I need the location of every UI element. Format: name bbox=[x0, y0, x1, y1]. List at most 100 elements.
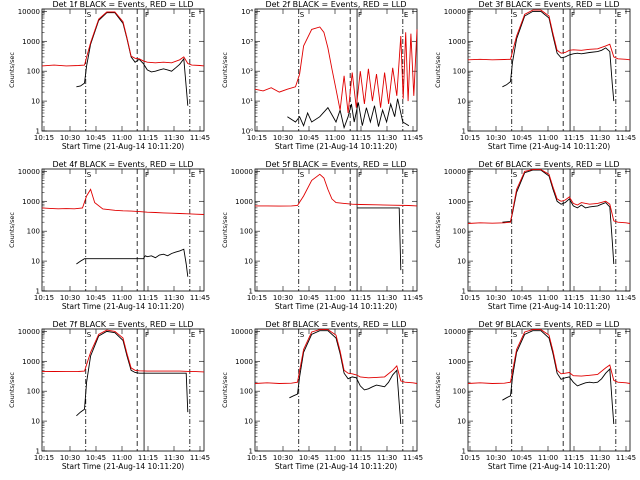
x-axis-label: Start Time (21-Aug-14 10:11:20) bbox=[275, 142, 397, 151]
series-line-events bbox=[502, 330, 615, 425]
y-axis-label: Counts/sec bbox=[434, 52, 442, 88]
plot-frame bbox=[467, 328, 631, 452]
x-tick-label: 10:45 bbox=[512, 294, 532, 302]
plot-frame bbox=[254, 168, 418, 292]
x-tick-label: 11:30 bbox=[377, 294, 397, 302]
plot-frame bbox=[41, 8, 205, 132]
y-tick-label: 1000 bbox=[22, 38, 40, 46]
marker-label: F bbox=[145, 171, 149, 179]
series-line-lld bbox=[41, 188, 205, 215]
series-line-lld bbox=[255, 173, 418, 207]
series-line-events bbox=[357, 207, 402, 271]
series-line-events bbox=[76, 248, 189, 277]
x-tick-label: 11:30 bbox=[590, 454, 610, 462]
y-tick-label: 10¹ bbox=[241, 98, 253, 106]
x-tick-label: 11:00 bbox=[325, 294, 345, 302]
y-tick-label: 10⁰ bbox=[241, 128, 253, 136]
x-tick-label: 10:15 bbox=[34, 294, 54, 302]
x-tick-label: 11:15 bbox=[351, 454, 371, 462]
marker-label: F bbox=[571, 171, 575, 179]
y-tick-label: 10⁴ bbox=[241, 8, 253, 16]
panel-title: Det 6f BLACK = Events, RED = LLD bbox=[478, 160, 619, 169]
series-line-lld bbox=[254, 329, 418, 384]
y-tick-label: 100 bbox=[240, 388, 253, 396]
y-tick-label: 1000 bbox=[22, 358, 40, 366]
marker-label: F bbox=[145, 11, 149, 19]
x-tick-label: 10:15 bbox=[34, 454, 54, 462]
x-tick-label: 10:15 bbox=[460, 294, 480, 302]
y-tick-label: 10000 bbox=[231, 328, 253, 336]
series-line-events bbox=[76, 12, 189, 106]
marker-label: S bbox=[87, 171, 92, 179]
y-axis-label: Counts/sec bbox=[434, 212, 442, 248]
x-tick-label: 10:30 bbox=[60, 454, 80, 462]
x-tick-label: 10:30 bbox=[486, 134, 506, 142]
series-line-lld bbox=[467, 329, 631, 384]
x-tick-label: 11:30 bbox=[377, 454, 397, 462]
x-tick-label: 10:45 bbox=[512, 454, 532, 462]
marker-label: S bbox=[87, 331, 92, 339]
y-tick-label: 1000 bbox=[448, 358, 466, 366]
y-tick-label: 100 bbox=[27, 68, 40, 76]
y-axis-label: Counts/sec bbox=[221, 212, 229, 248]
x-tick-label: 11:00 bbox=[538, 294, 558, 302]
x-axis-label: Start Time (21-Aug-14 10:11:20) bbox=[275, 462, 397, 471]
marker-label: S bbox=[513, 11, 518, 19]
x-tick-label: 10:45 bbox=[86, 134, 106, 142]
x-tick-label: 10:30 bbox=[486, 294, 506, 302]
detector-panel-3: Det 3f BLACK = Events, RED = LLD 1 10 100 10… bbox=[434, 0, 636, 151]
marker-label: S bbox=[300, 171, 305, 179]
detector-panel-7: Det 7f BLACK = Events, RED = LLD 1 10 100 10… bbox=[8, 320, 210, 471]
y-axis-label: Counts/sec bbox=[8, 52, 16, 88]
y-tick-label: 10000 bbox=[231, 168, 253, 176]
plot-frame bbox=[41, 328, 205, 452]
x-tick-label: 11:45 bbox=[616, 294, 636, 302]
y-tick-label: 100 bbox=[453, 228, 466, 236]
marker-label: S bbox=[87, 11, 92, 19]
series-line-lld bbox=[467, 9, 631, 61]
series-line-lld bbox=[41, 11, 205, 67]
detector-panel-2: Det 2f BLACK = Events, RED = LLD 10⁰ 10¹ 10… bbox=[221, 0, 423, 151]
x-tick-label: 10:15 bbox=[247, 134, 267, 142]
detector-panel-6: Det 6f BLACK = Events, RED = LLD 1 10 100 10… bbox=[434, 160, 636, 311]
y-tick-label: 10² bbox=[241, 68, 253, 76]
x-tick-label: 10:30 bbox=[273, 294, 293, 302]
x-tick-label: 11:15 bbox=[351, 134, 371, 142]
plot-frame bbox=[254, 8, 418, 132]
x-tick-label: 11:45 bbox=[403, 454, 423, 462]
series-line-events bbox=[502, 169, 615, 265]
x-axis-label: Start Time (21-Aug-14 10:11:20) bbox=[488, 302, 610, 311]
x-tick-label: 11:30 bbox=[590, 294, 610, 302]
y-tick-label: 1 bbox=[462, 288, 466, 296]
x-tick-label: 11:45 bbox=[190, 294, 210, 302]
series-line-events bbox=[287, 98, 410, 130]
x-tick-label: 11:00 bbox=[325, 454, 345, 462]
y-tick-label: 1 bbox=[36, 288, 40, 296]
marker-label: S bbox=[513, 331, 518, 339]
marker-label: F bbox=[358, 171, 362, 179]
plot-frame bbox=[467, 8, 631, 132]
x-tick-label: 11:30 bbox=[377, 134, 397, 142]
detector-panel-1: Det 1f BLACK = Events, RED = LLD 1 10 100 10… bbox=[8, 0, 210, 151]
x-axis-label: Start Time (21-Aug-14 10:11:20) bbox=[488, 142, 610, 151]
x-tick-label: 11:15 bbox=[564, 134, 584, 142]
panel-title: Det 9f BLACK = Events, RED = LLD bbox=[478, 320, 619, 329]
series-line-lld bbox=[254, 26, 418, 114]
y-tick-label: 1000 bbox=[448, 38, 466, 46]
y-axis-label: Counts/sec bbox=[8, 212, 16, 248]
panel-title: Det 2f BLACK = Events, RED = LLD bbox=[265, 0, 406, 9]
y-tick-label: 1 bbox=[249, 448, 253, 456]
y-tick-label: 1 bbox=[249, 288, 253, 296]
y-tick-label: 10 bbox=[31, 258, 40, 266]
x-tick-label: 10:30 bbox=[60, 294, 80, 302]
y-tick-label: 10000 bbox=[18, 8, 40, 16]
x-axis-label: Start Time (21-Aug-14 10:11:20) bbox=[488, 462, 610, 471]
x-tick-label: 11:15 bbox=[138, 454, 158, 462]
plot-frame bbox=[41, 168, 205, 292]
x-tick-label: 11:30 bbox=[164, 294, 184, 302]
x-tick-label: 10:15 bbox=[460, 134, 480, 142]
marker-label: F bbox=[571, 331, 575, 339]
y-tick-label: 1 bbox=[36, 448, 40, 456]
marker-label: S bbox=[300, 11, 305, 19]
